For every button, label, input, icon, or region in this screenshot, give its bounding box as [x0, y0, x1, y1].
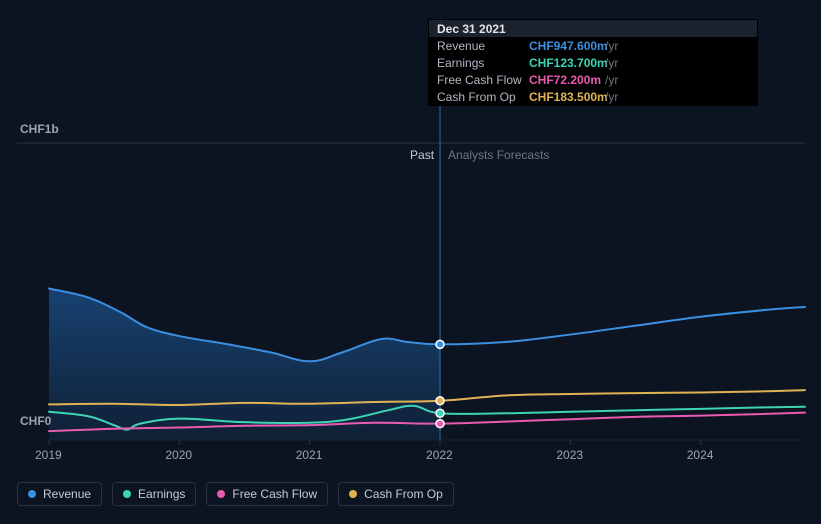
tooltip-unit: /yr — [605, 91, 618, 103]
x-tick-2023: 2023 — [556, 448, 583, 462]
x-tick-2020: 2020 — [165, 448, 192, 462]
tooltip-unit: /yr — [605, 40, 618, 52]
region-forecast-label: Analysts Forecasts — [448, 148, 549, 162]
legend-item-free-cash-flow[interactable]: Free Cash Flow — [206, 482, 328, 506]
tooltip-row-free-cash-flow: Free Cash FlowCHF72.200m/yr — [429, 71, 757, 88]
chart-container: CHF1b CHF0 2019 2020 2021 2022 2023 2024 Past Ana… — [0, 0, 821, 524]
legend-label: Revenue — [43, 487, 91, 501]
tooltip-value: CHF183.500m — [529, 91, 605, 103]
tooltip-label: Free Cash Flow — [437, 74, 529, 86]
legend-label: Free Cash Flow — [232, 487, 317, 501]
legend-item-earnings[interactable]: Earnings — [112, 482, 196, 506]
y-axis-max-label: CHF1b — [20, 122, 59, 136]
tooltip-label: Earnings — [437, 57, 529, 69]
legend-item-revenue[interactable]: Revenue — [17, 482, 102, 506]
legend-dot-icon — [349, 490, 357, 498]
legend-item-cash-from-op[interactable]: Cash From Op — [338, 482, 454, 506]
region-past-label: Past — [410, 148, 434, 162]
tooltip-panel: Dec 31 2021RevenueCHF947.600m/yrEarnings… — [428, 19, 758, 106]
x-tick-2024: 2024 — [687, 448, 714, 462]
tooltip-label: Revenue — [437, 40, 529, 52]
legend-label: Cash From Op — [364, 487, 443, 501]
tooltip-date: Dec 31 2021 — [429, 20, 757, 37]
tooltip-value: CHF947.600m — [529, 40, 605, 52]
tooltip-label: Cash From Op — [437, 91, 529, 103]
x-tick-2019: 2019 — [35, 448, 62, 462]
tooltip-unit: /yr — [605, 57, 618, 69]
tooltip-row-cash-from-op: Cash From OpCHF183.500m/yr — [429, 88, 757, 105]
legend: Revenue Earnings Free Cash Flow Cash From O… — [17, 482, 454, 506]
tooltip-unit: /yr — [605, 74, 618, 86]
legend-dot-icon — [123, 490, 131, 498]
legend-dot-icon — [28, 490, 36, 498]
tooltip-value: CHF123.700m — [529, 57, 605, 69]
y-axis-min-label: CHF0 — [20, 414, 51, 428]
tooltip-row-revenue: RevenueCHF947.600m/yr — [429, 37, 757, 54]
legend-dot-icon — [217, 490, 225, 498]
tooltip-value: CHF72.200m — [529, 74, 605, 86]
legend-label: Earnings — [138, 487, 185, 501]
tooltip-row-earnings: EarningsCHF123.700m/yr — [429, 54, 757, 71]
x-tick-2022: 2022 — [426, 448, 453, 462]
x-tick-2021: 2021 — [296, 448, 323, 462]
